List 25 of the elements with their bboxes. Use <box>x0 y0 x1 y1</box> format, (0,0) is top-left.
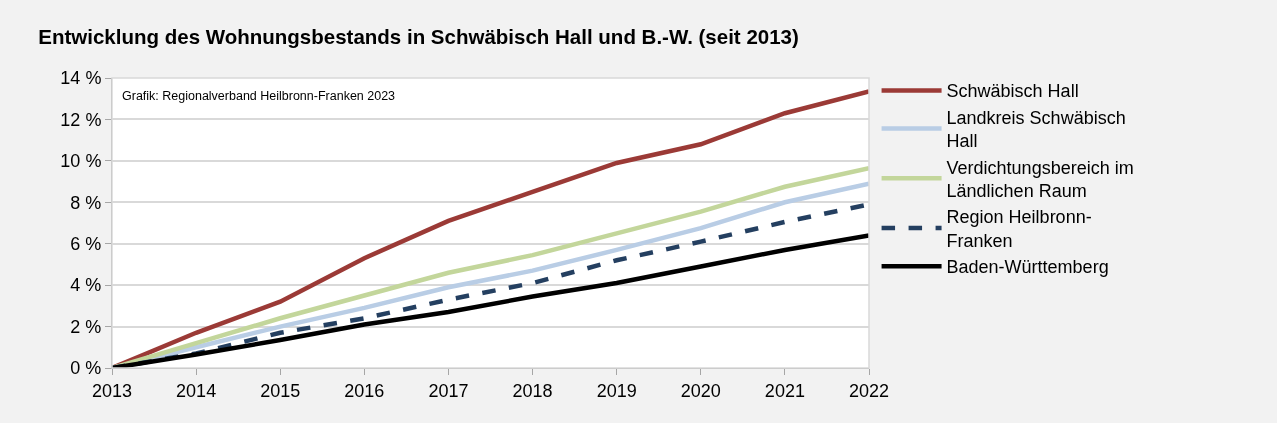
x-tick-label: 2020 <box>680 380 721 401</box>
legend-label: Schwäbisch Hall <box>946 81 1079 102</box>
x-tick-label: 2022 <box>848 380 890 401</box>
y-tick-label: 12 % <box>60 109 102 130</box>
x-tick-label: 2019 <box>596 380 637 401</box>
y-tick-label: 8 % <box>70 192 102 213</box>
legend-label: Baden-Württemberg <box>946 257 1109 278</box>
y-tick-label: 4 % <box>70 275 102 296</box>
legend-label: Region Heilbronn-Franken <box>946 207 1092 251</box>
y-tick-label: 6 % <box>70 234 102 255</box>
y-tick-label: 0 % <box>70 358 102 379</box>
x-tick-label: 2016 <box>344 380 385 401</box>
x-tick-label: 2018 <box>512 380 553 401</box>
annotation: Grafik: Regionalverband Heilbronn-Franken 2023 <box>122 89 396 103</box>
x-tick-label: 2017 <box>428 380 469 401</box>
x-tick-label: 2013 <box>91 380 133 401</box>
x-tick-label: 2015 <box>260 380 301 401</box>
y-tick-label: 10 % <box>60 151 102 172</box>
y-tick-label: 14 % <box>60 68 102 89</box>
legend-label: Landkreis Schwäbisch Hall <box>946 107 1126 152</box>
chart-title: Entwicklung des Wohnungsbestands in Schwäbisch Hall und B.-W. (seit 2013) <box>38 24 799 48</box>
y-tick-label: 2 % <box>70 316 102 337</box>
x-tick-label: 2021 <box>764 380 805 401</box>
legend-label: Verdichtungsbereich im Ländlichen Raum <box>946 157 1134 202</box>
x-tick-label: 2014 <box>176 380 217 401</box>
